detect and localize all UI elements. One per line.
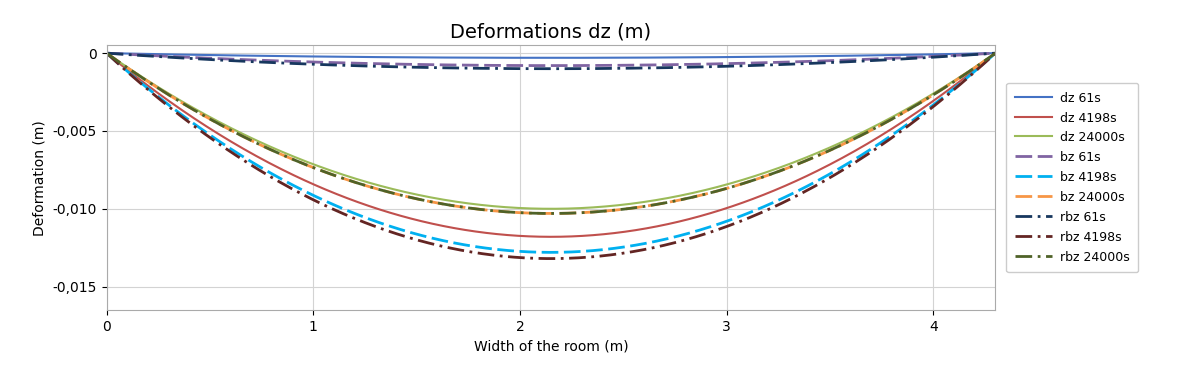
dz 61s xyxy=(968,51,982,56)
rbz 61s xyxy=(988,51,1003,56)
bz 24000s xyxy=(630,205,645,210)
dz 24000s xyxy=(830,142,844,147)
rbz 24000s xyxy=(630,205,645,210)
rbz 24000s xyxy=(543,211,557,216)
dz 61s xyxy=(582,56,596,60)
bz 61s xyxy=(630,63,645,67)
Line: bz 24000s: bz 24000s xyxy=(107,53,995,214)
rbz 61s xyxy=(100,51,114,56)
rbz 24000s xyxy=(527,211,542,215)
rbz 4198s xyxy=(521,256,536,260)
bz 24000s xyxy=(830,145,844,149)
dz 24000s xyxy=(988,51,1003,56)
bz 24000s xyxy=(582,210,596,215)
bz 61s xyxy=(543,64,557,68)
bz 24000s xyxy=(521,211,536,215)
dz 24000s xyxy=(527,206,542,211)
dz 24000s xyxy=(630,201,645,205)
Y-axis label: Deformation (m): Deformation (m) xyxy=(33,120,47,235)
bz 4198s xyxy=(630,243,645,247)
bz 4198s xyxy=(521,249,536,254)
rbz 4198s xyxy=(527,256,542,260)
rbz 4198s xyxy=(582,255,596,259)
dz 24000s xyxy=(968,64,982,69)
rbz 61s xyxy=(527,67,542,71)
dz 4198s xyxy=(630,228,645,232)
rbz 24000s xyxy=(582,210,596,215)
bz 24000s xyxy=(100,51,114,56)
bz 4198s xyxy=(527,250,542,254)
dz 4198s xyxy=(543,234,557,239)
rbz 61s xyxy=(968,52,982,57)
dz 4198s xyxy=(988,51,1003,56)
dz 24000s xyxy=(543,206,557,211)
rbz 61s xyxy=(630,66,645,70)
bz 61s xyxy=(527,63,542,68)
Line: bz 4198s: bz 4198s xyxy=(107,53,995,253)
bz 4198s xyxy=(100,51,114,56)
rbz 61s xyxy=(830,60,844,65)
dz 4198s xyxy=(527,234,542,239)
rbz 24000s xyxy=(830,145,844,149)
Line: rbz 4198s: rbz 4198s xyxy=(107,53,995,259)
dz 4198s xyxy=(968,67,982,71)
dz 24000s xyxy=(100,51,114,56)
rbz 24000s xyxy=(988,51,1003,56)
bz 61s xyxy=(521,63,536,68)
dz 61s xyxy=(521,56,536,60)
Line: dz 61s: dz 61s xyxy=(107,53,995,58)
dz 4198s xyxy=(582,233,596,238)
rbz 61s xyxy=(521,67,536,71)
dz 24000s xyxy=(521,206,536,211)
rbz 4198s xyxy=(830,171,844,176)
Title: Deformations dz (m): Deformations dz (m) xyxy=(450,22,652,41)
bz 24000s xyxy=(968,65,982,69)
bz 24000s xyxy=(543,211,557,216)
bz 4198s xyxy=(830,168,844,172)
bz 61s xyxy=(830,58,844,63)
Line: dz 24000s: dz 24000s xyxy=(107,53,995,209)
bz 61s xyxy=(968,52,982,56)
dz 61s xyxy=(100,51,114,56)
bz 4198s xyxy=(582,249,596,253)
bz 4198s xyxy=(968,68,982,73)
bz 24000s xyxy=(988,51,1003,56)
dz 4198s xyxy=(830,158,844,163)
dz 61s xyxy=(543,56,557,60)
rbz 4198s xyxy=(968,68,982,73)
dz 61s xyxy=(527,56,542,60)
bz 61s xyxy=(582,63,596,68)
rbz 4198s xyxy=(630,249,645,253)
rbz 24000s xyxy=(968,65,982,69)
bz 24000s xyxy=(527,211,542,215)
rbz 24000s xyxy=(100,51,114,56)
dz 4198s xyxy=(100,51,114,56)
Line: rbz 24000s: rbz 24000s xyxy=(107,53,995,214)
bz 61s xyxy=(100,51,114,56)
Legend: dz 61s, dz 4198s, dz 24000s, bz 61s, bz 4198s, bz 24000s, rbz 61s, rbz 4198s, rb: dz 61s, dz 4198s, dz 24000s, bz 61s, bz … xyxy=(1006,83,1139,273)
rbz 4198s xyxy=(988,51,1003,56)
bz 61s xyxy=(988,51,1003,56)
Line: dz 4198s: dz 4198s xyxy=(107,53,995,237)
rbz 24000s xyxy=(521,211,536,215)
dz 61s xyxy=(830,54,844,58)
dz 24000s xyxy=(582,205,596,210)
dz 61s xyxy=(988,51,1003,56)
rbz 61s xyxy=(582,66,596,71)
bz 4198s xyxy=(988,51,1003,56)
dz 61s xyxy=(630,55,645,60)
Line: rbz 61s: rbz 61s xyxy=(107,53,995,69)
rbz 4198s xyxy=(543,256,557,261)
bz 4198s xyxy=(543,250,557,255)
rbz 4198s xyxy=(100,51,114,56)
X-axis label: Width of the room (m): Width of the room (m) xyxy=(474,339,628,353)
Line: bz 61s: bz 61s xyxy=(107,53,995,66)
rbz 61s xyxy=(543,67,557,71)
dz 4198s xyxy=(521,234,536,239)
